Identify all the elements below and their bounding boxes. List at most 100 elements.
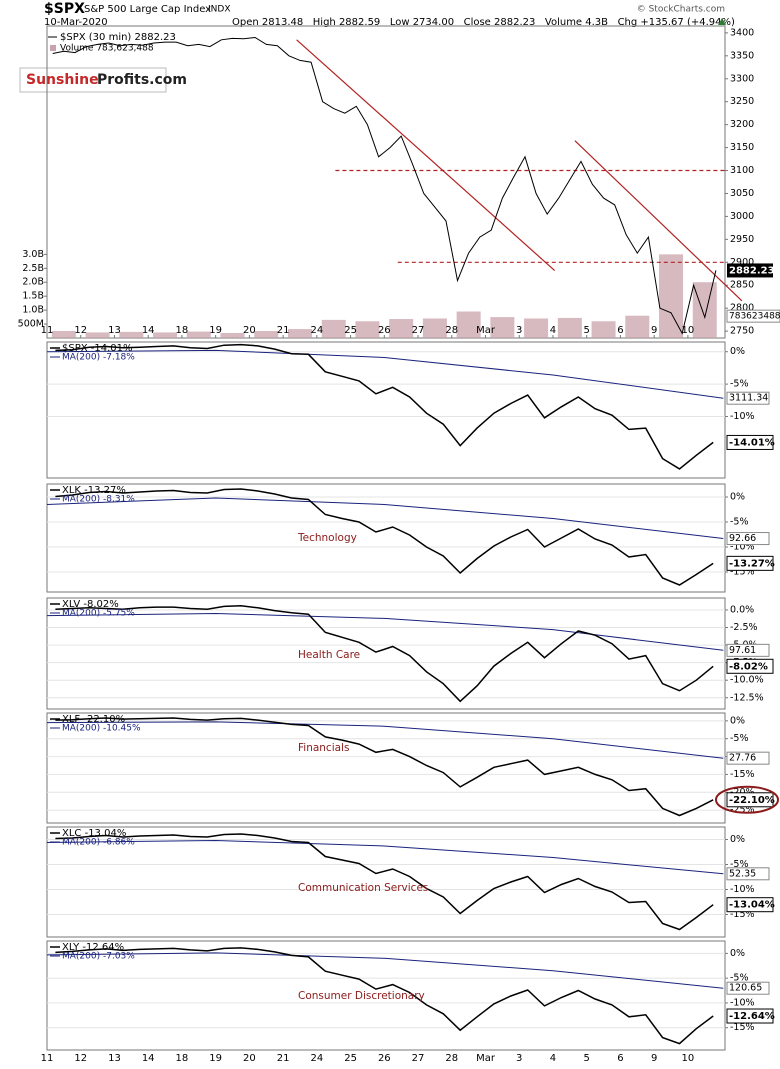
volume-bar: [321, 319, 346, 338]
legend-entry: Volume 783,623,488: [60, 44, 154, 54]
highlight-ellipse: [715, 785, 779, 814]
sector-label: Technology: [297, 532, 357, 544]
y-tick-label: -5%: [730, 379, 749, 390]
volume-tick-label: 1.5B: [22, 291, 44, 302]
copyright: © StockCharts.com: [637, 5, 725, 15]
sector-label: Consumer Discretionary: [298, 990, 425, 1002]
x-tick-label: 10: [682, 325, 695, 336]
sector-label: Health Care: [298, 649, 360, 661]
x-tick-label: 5: [584, 325, 590, 336]
x-tick-label: 20: [243, 325, 256, 336]
ma-line: [46, 612, 724, 651]
x-tick-label: 6: [617, 325, 623, 336]
ma-last-label: 52.35: [729, 868, 756, 879]
x-tick-label: 3: [516, 325, 522, 336]
y-tick-label: 3150: [730, 142, 754, 153]
performance-line: [55, 604, 714, 703]
x-tick-label: Mar: [476, 1053, 496, 1064]
volume-bar: [85, 332, 110, 338]
volume-bar: [186, 331, 211, 338]
y-tick-label: 3200: [730, 119, 754, 130]
sector-label: Financials: [298, 742, 349, 754]
exchange: INDX: [208, 5, 230, 15]
x-tick-label: 27: [412, 325, 425, 336]
price-line: [52, 36, 717, 335]
ma-last-box: [726, 643, 770, 657]
symbol: $SPX: [44, 1, 85, 17]
y-tick-label: -15%: [730, 769, 755, 780]
x-tick-label: 18: [176, 325, 189, 336]
x-tick-label: 19: [209, 1053, 222, 1064]
x-tick-label: 28: [445, 325, 458, 336]
x-tick-label: 24: [310, 1053, 323, 1064]
panel-frame: [46, 483, 726, 593]
x-tick-label: 14: [142, 1053, 155, 1064]
ma-line: [46, 497, 724, 539]
x-tick-label: 13: [108, 325, 121, 336]
ma-last-label: 97.61: [729, 645, 756, 656]
x-tick-label: 3: [516, 1053, 522, 1064]
index-name: S&P 500 Large Cap Index: [84, 4, 211, 15]
trend-line: [574, 140, 743, 302]
stats: Open 2813.48 High 2882.59 Low 2734.00 Cl…: [232, 17, 735, 28]
legend-swatch: [50, 45, 56, 51]
ma-last-box: [726, 867, 770, 881]
ma-line: [46, 839, 724, 875]
x-tick-label: 24: [310, 325, 323, 336]
y-tick-label: 3050: [730, 188, 754, 199]
legend-entry: MA(200) -7.03%: [62, 952, 135, 962]
x-tick-label: Mar: [476, 325, 496, 336]
y-tick-label: -2.5%: [730, 622, 758, 633]
y-tick-label: -25%: [730, 805, 755, 816]
volume-bar: [490, 317, 515, 338]
last-price-box: [727, 263, 773, 278]
volume-tick-label: 1.0B: [22, 305, 44, 316]
sector-label: Communication Services: [298, 882, 428, 894]
y-tick-label: -15%: [730, 1022, 755, 1033]
last-value-label: -22.10%: [729, 795, 775, 806]
performance-line: [55, 343, 714, 470]
y-tick-label: 3400: [730, 27, 754, 38]
y-tick-label: 0%: [730, 948, 745, 959]
performance-line: [55, 833, 714, 931]
legend-entry: MA(200) -5.75%: [62, 609, 135, 619]
y-tick-label: -5%: [730, 517, 749, 528]
y-tick-label: 2800: [730, 303, 754, 314]
volume-bar: [51, 331, 76, 338]
volume-bar: [557, 317, 582, 338]
volume-tick-label: 500M: [18, 319, 44, 330]
ma-last-box: [726, 981, 770, 995]
date: 10-Mar-2020: [44, 17, 108, 28]
legend-entry: MA(200) -7.18%: [62, 353, 135, 363]
panel-frame: [46, 940, 726, 1051]
last-value-label: -14.01%: [729, 437, 775, 448]
y-tick-label: -15%: [730, 567, 755, 578]
ma-last-box: [726, 751, 770, 765]
x-tick-label: 4: [550, 1053, 556, 1064]
x-tick-label: 9: [651, 325, 657, 336]
volume-tick-label: 2.5B: [22, 263, 44, 274]
legend-entry: MA(200) -6.86%: [62, 838, 135, 848]
y-tick-label: -10%: [730, 884, 755, 895]
y-tick-label: -10.0%: [730, 675, 764, 686]
last-value-box: [726, 792, 774, 808]
legend-entry: XLF -22.10%: [62, 714, 125, 725]
ma-last-box: [726, 532, 770, 546]
last-value-box: [726, 434, 774, 450]
panel-frame: [46, 597, 726, 710]
last-value-box: [726, 555, 774, 571]
legend-entry: $SPX -14.01%: [62, 343, 133, 354]
legend-entry: XLV -8.02%: [62, 599, 119, 610]
y-tick-label: -10%: [730, 997, 755, 1008]
volume-bar: [625, 315, 650, 338]
x-tick-label: 6: [617, 1053, 623, 1064]
y-tick-label: 2900: [730, 257, 754, 268]
x-tick-label: 28: [445, 1053, 458, 1064]
x-tick-label: 11: [41, 1053, 54, 1064]
last-volume-label: 783623488: [729, 312, 780, 322]
y-tick-label: 3100: [730, 165, 754, 176]
x-tick-label: 12: [74, 1053, 87, 1064]
watermark: Sunshine Profits.com: [19, 67, 187, 93]
x-tick-label: 14: [142, 325, 155, 336]
y-tick-label: -10%: [730, 542, 755, 553]
